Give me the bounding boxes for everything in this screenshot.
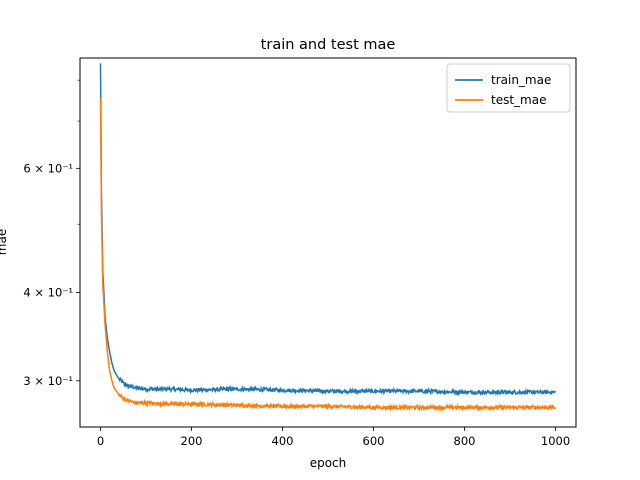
- x-tick-label: 200: [181, 434, 203, 448]
- x-axis-label: epoch: [310, 456, 347, 470]
- x-tick-label: 0: [97, 434, 104, 448]
- chart-title: train and test mae: [261, 37, 396, 53]
- x-tick-label: 1000: [541, 434, 570, 448]
- legend: train_mae test_mae: [446, 63, 571, 113]
- y-tick-label: 3 × 10⁻¹: [23, 374, 73, 388]
- y-tick-label: 4 × 10⁻¹: [23, 286, 73, 300]
- legend-label-test_mae: test_mae: [491, 93, 546, 107]
- y-axis: 3 × 10⁻¹ 4 × 10⁻¹ 6 × 10⁻¹: [23, 79, 80, 388]
- x-tick-label: 800: [454, 434, 476, 448]
- y-tick-label: 6 × 10⁻¹: [23, 161, 73, 175]
- series-line-train_mae: [99, 63, 556, 397]
- legend-label-train_mae: train_mae: [491, 73, 551, 87]
- x-tick-label: 600: [363, 434, 385, 448]
- x-tick-label: 400: [272, 434, 294, 448]
- plot-frame: [79, 57, 577, 428]
- series-line-test_mae: [99, 97, 557, 413]
- plot-lines: [99, 63, 557, 413]
- y-axis-label: mae: [0, 229, 9, 255]
- x-axis: 0 200 400 600 800 1000: [97, 427, 570, 448]
